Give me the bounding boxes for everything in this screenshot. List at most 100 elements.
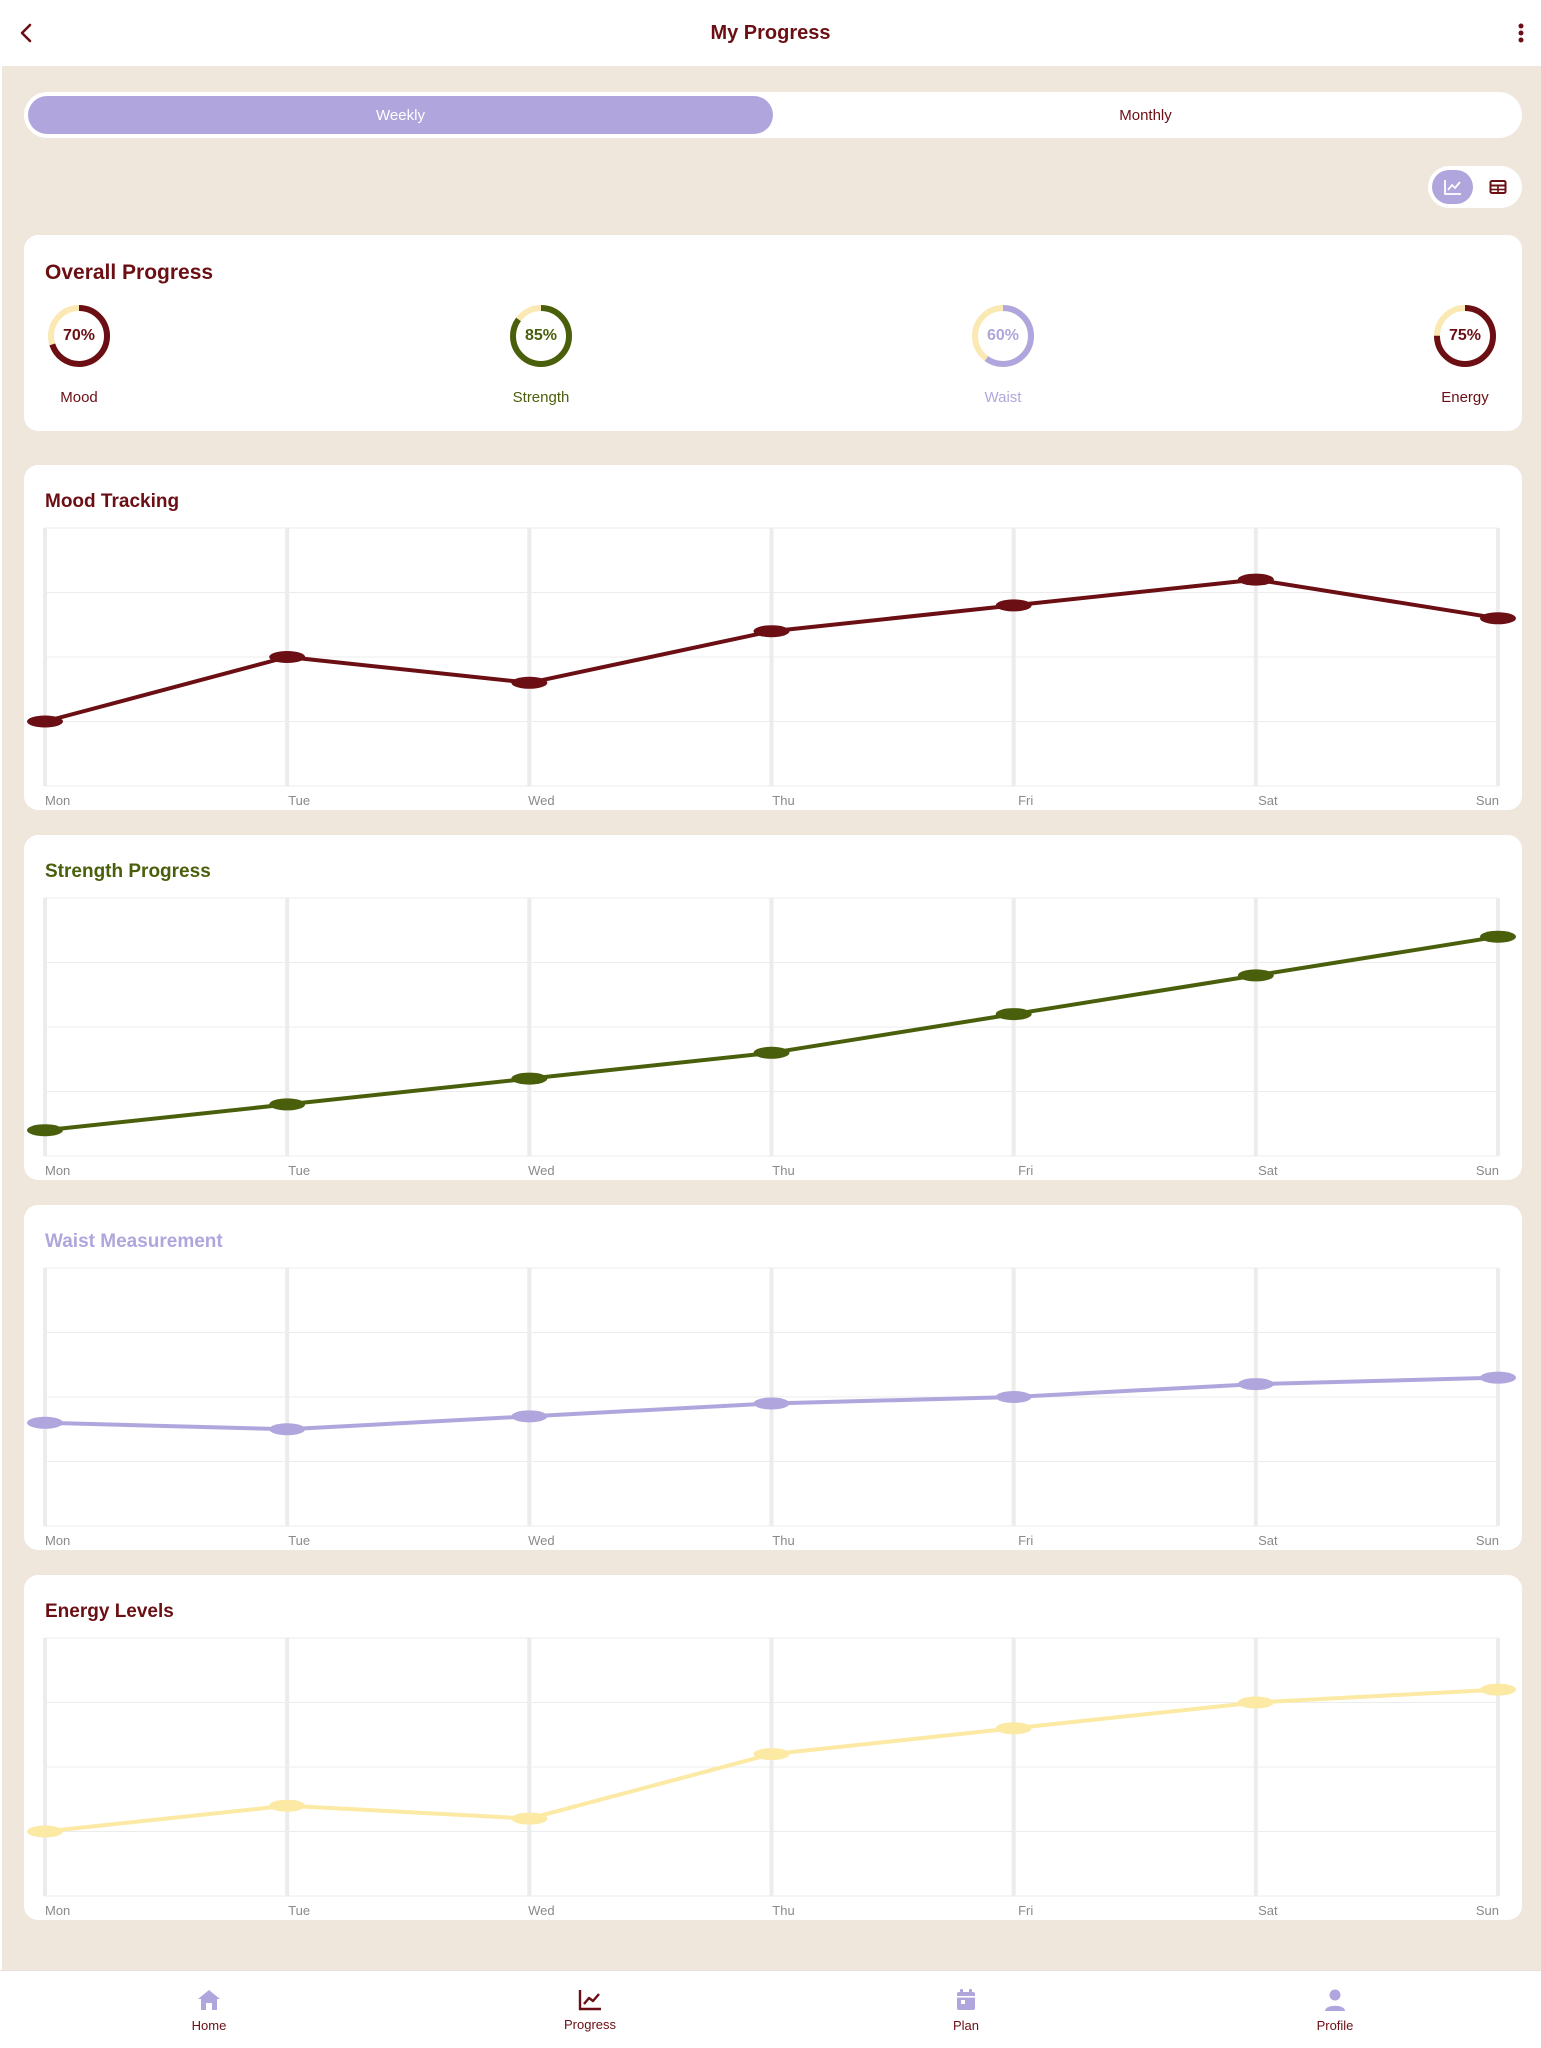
strength-progress-card: Strength Progress Mon Tue Wed Thu Fri Sat Sun — [24, 835, 1522, 1180]
nav-profile[interactable]: Profile — [1265, 1971, 1405, 2048]
x-tick-label: Mon — [45, 1533, 70, 1548]
x-tick-label: Sat — [1258, 793, 1278, 808]
tab-monthly[interactable]: Monthly — [1119, 106, 1172, 124]
ring-arc — [972, 305, 1034, 367]
data-point-fri[interactable] — [995, 1722, 1032, 1735]
table-icon — [1489, 180, 1506, 194]
nav-plan[interactable]: Plan — [896, 1971, 1036, 2048]
x-tick-label: Fri — [1018, 793, 1033, 808]
nav-progress-label: Progress — [563, 2016, 617, 2032]
x-tick-label: Mon — [45, 1903, 70, 1918]
line-chart-icon — [1443, 180, 1461, 195]
line-chart-plot: Mon Tue Wed Thu Fri Sat Sun — [27, 1267, 1516, 1548]
data-point-tue[interactable] — [269, 1799, 306, 1812]
overall-progress-title: Overall Progress — [45, 261, 214, 284]
period-segmented-control: Weekly Monthly — [24, 92, 1522, 138]
x-tick-label: Thu — [772, 1163, 794, 1178]
x-tick-label: Tue — [288, 1163, 310, 1178]
chart-view-button[interactable] — [1432, 170, 1473, 204]
ring-graphic: 70% — [46, 303, 112, 369]
ring-label: Strength — [512, 389, 570, 406]
chevron-left-icon — [20, 23, 32, 43]
data-point-thu[interactable] — [753, 1748, 790, 1761]
table-view-button[interactable] — [1477, 170, 1518, 204]
left-edge-strip — [0, 66, 2, 1970]
data-point-sun[interactable] — [1480, 1683, 1516, 1696]
x-tick-label: Sat — [1258, 1903, 1278, 1918]
x-tick-label: Thu — [772, 1903, 794, 1918]
x-tick-label: Sat — [1258, 1533, 1278, 1548]
line-chart-plot: Mon Tue Wed Thu Fri Sat Sun — [27, 527, 1516, 808]
progress-ring-mood: 70% Mood — [24, 303, 134, 406]
data-point-mon[interactable] — [27, 715, 63, 728]
data-point-sun[interactable] — [1480, 1371, 1516, 1384]
data-point-wed[interactable] — [511, 676, 548, 689]
ring-label: Mood — [60, 389, 98, 406]
line-chart-plot: Mon Tue Wed Thu Fri Sat Sun — [27, 897, 1516, 1178]
progress-ring-waist: 60% Waist — [948, 303, 1058, 406]
calendar-icon — [957, 1988, 975, 2010]
data-point-fri[interactable] — [995, 1391, 1032, 1403]
data-point-mon[interactable] — [27, 1416, 63, 1429]
more-vertical-icon — [1518, 23, 1524, 43]
person-icon — [1325, 1989, 1345, 2011]
nav-home[interactable]: Home — [139, 1971, 279, 2048]
data-point-tue[interactable] — [269, 1098, 306, 1111]
x-tick-label: Thu — [772, 1533, 794, 1548]
home-icon — [198, 1989, 220, 2010]
nav-plan-label: Plan — [952, 2017, 980, 2033]
x-tick-label: Fri — [1018, 1163, 1033, 1178]
progress-ring-energy: 75% Energy — [1410, 303, 1520, 406]
data-point-sun[interactable] — [1480, 612, 1516, 625]
nav-home-label: Home — [191, 2017, 227, 2033]
more-menu-button[interactable] — [1505, 17, 1537, 49]
data-point-sat[interactable] — [1237, 1378, 1274, 1391]
x-tick-label: Tue — [288, 793, 310, 808]
x-tick-label: Sun — [1476, 1533, 1499, 1548]
x-tick-label: Sun — [1476, 1903, 1499, 1918]
data-point-wed[interactable] — [511, 1410, 548, 1423]
data-point-tue[interactable] — [269, 651, 306, 663]
data-point-mon[interactable] — [27, 1825, 63, 1838]
data-point-tue[interactable] — [269, 1423, 306, 1436]
app-bar: My Progress — [0, 0, 1541, 66]
x-tick-label: Mon — [45, 793, 70, 808]
data-point-sat[interactable] — [1237, 1696, 1274, 1709]
data-point-mon[interactable] — [27, 1124, 63, 1137]
data-point-thu[interactable] — [753, 1046, 790, 1059]
x-tick-label: Fri — [1018, 1903, 1033, 1918]
chart-title: Strength Progress — [45, 861, 211, 882]
tab-weekly[interactable]: Weekly — [28, 96, 773, 134]
data-point-sat[interactable] — [1237, 969, 1274, 982]
x-tick-label: Thu — [772, 793, 794, 808]
progress-ring-strength: 85% Strength — [486, 303, 596, 406]
data-point-sat[interactable] — [1237, 573, 1274, 586]
bottom-navigation: Home Progress Plan Profile — [0, 1970, 1541, 2048]
data-point-fri[interactable] — [995, 1008, 1032, 1021]
ring-graphic: 60% — [970, 303, 1036, 369]
ring-arc — [1434, 305, 1496, 367]
x-tick-label: Wed — [528, 1903, 555, 1918]
chart-title: Mood Tracking — [45, 491, 180, 512]
ring-arc — [510, 305, 572, 367]
ring-percent: 75% — [1448, 327, 1482, 344]
line-chart-plot: Mon Tue Wed Thu Fri Sat Sun — [27, 1637, 1516, 1918]
data-point-thu[interactable] — [753, 1397, 790, 1410]
data-point-fri[interactable] — [995, 599, 1032, 612]
view-toggle — [1428, 166, 1522, 208]
x-tick-label: Tue — [288, 1903, 310, 1918]
trending-chart-icon — [578, 1989, 601, 2010]
energy-levels-card: Energy Levels Mon Tue Wed Thu Fri Sat Sun — [24, 1575, 1522, 1920]
data-point-thu[interactable] — [753, 625, 790, 638]
x-tick-label: Tue — [288, 1533, 310, 1548]
overall-progress-card: Overall Progress 70% Mood 85% Strength 60% Wa… — [24, 235, 1522, 431]
x-tick-label: Sun — [1476, 1163, 1499, 1178]
nav-progress[interactable]: Progress — [520, 1971, 660, 2048]
ring-arc — [48, 305, 110, 367]
data-point-sun[interactable] — [1480, 930, 1516, 943]
x-tick-label: Mon — [45, 1163, 70, 1178]
ring-label: Energy — [1441, 389, 1489, 406]
back-button[interactable] — [10, 17, 42, 49]
data-point-wed[interactable] — [511, 1072, 548, 1085]
data-point-wed[interactable] — [511, 1812, 548, 1825]
